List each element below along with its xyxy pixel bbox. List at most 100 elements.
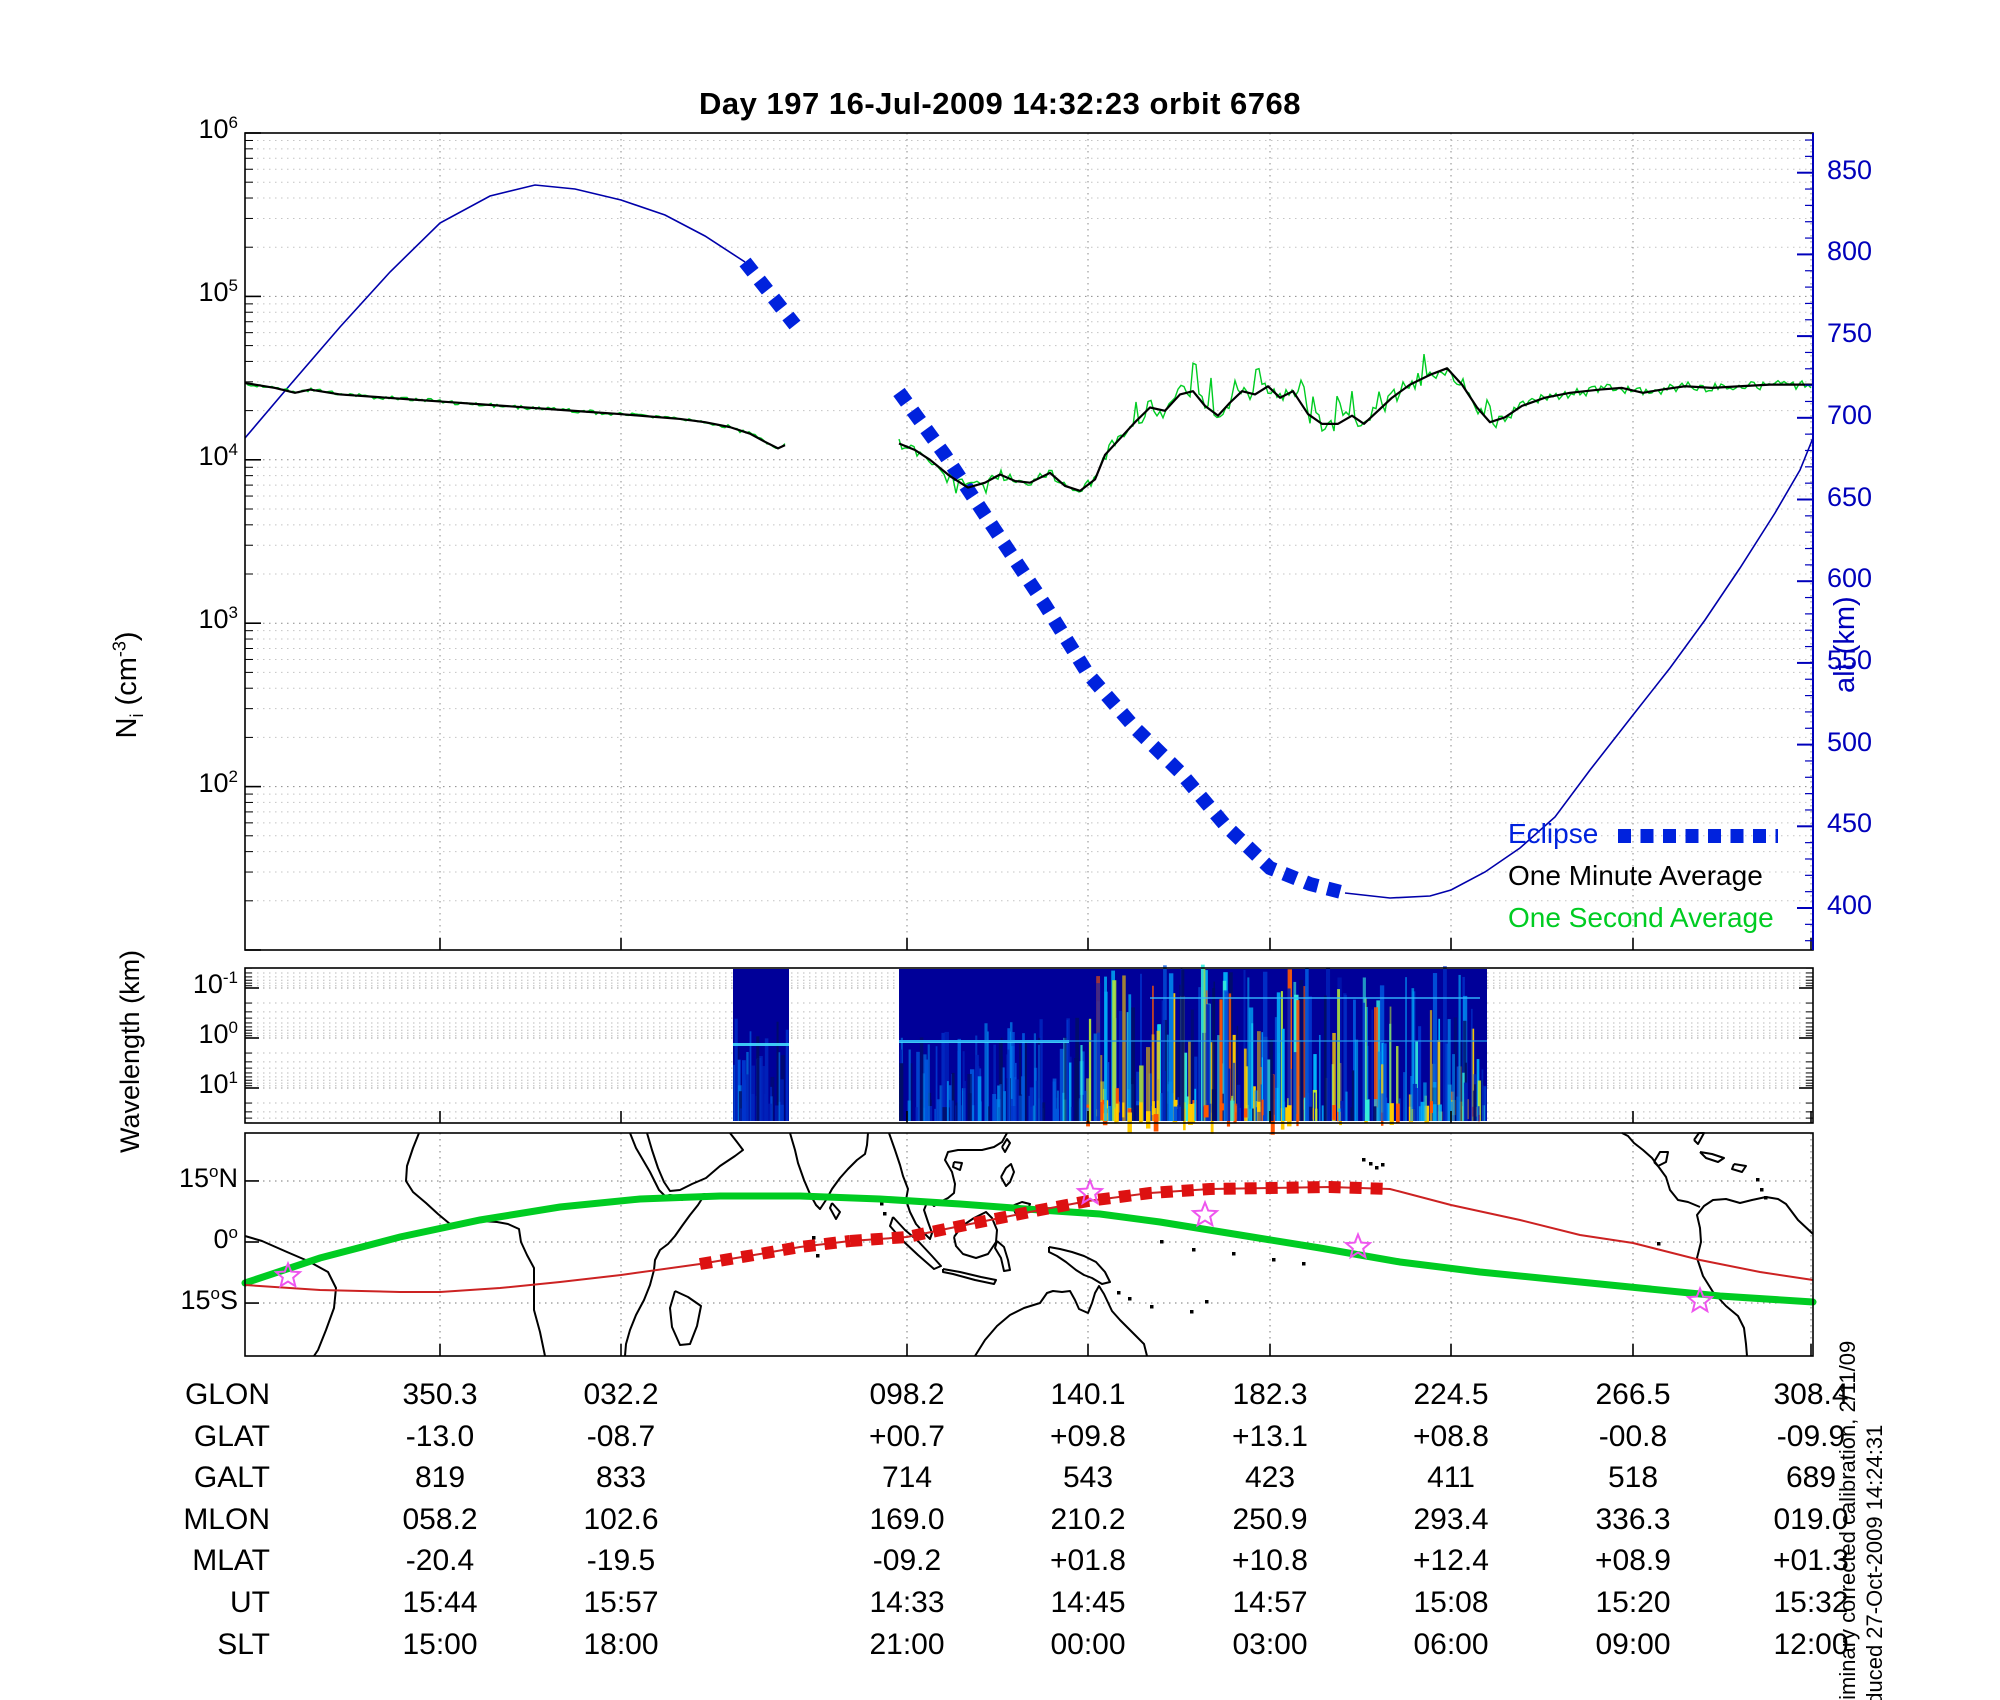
island-dot <box>1369 1162 1373 1166</box>
island-dot <box>812 1236 816 1240</box>
coastline <box>994 1240 1011 1272</box>
density-axis-label: Ni (cm-3) <box>109 631 147 739</box>
eclipse-dashes <box>739 257 801 330</box>
latitude-tick-label: 0o <box>213 1223 239 1254</box>
table-cell-mlon-2: 169.0 <box>869 1503 945 1536</box>
coastline <box>669 1290 702 1346</box>
altitude-tick-label: 850 <box>1827 154 1873 185</box>
legend-one-minute-average: One Minute Average <box>1508 860 1763 891</box>
side-annotation-line2: Produced 27-Oct-2009 14:24:31 <box>1862 1424 1887 1700</box>
table-cell-glat-0: -13.0 <box>405 1420 475 1453</box>
altitude-tick-label: 750 <box>1827 318 1873 349</box>
table-cell-ut-3: 14:45 <box>1050 1586 1126 1619</box>
table-cell-mlon-4: 250.9 <box>1232 1503 1308 1536</box>
table-cell-galt-2: 714 <box>881 1461 933 1494</box>
island-dot <box>1756 1178 1760 1182</box>
altitude-curve <box>1344 437 1814 899</box>
table-cell-slt-2: 21:00 <box>869 1628 945 1661</box>
table-cell-mlon-0: 058.2 <box>402 1503 478 1536</box>
altitude-tick-label: 500 <box>1827 726 1873 757</box>
coastline <box>952 1161 963 1171</box>
latitude-tick-label: 15oN <box>178 1161 238 1193</box>
table-cell-ut-5: 15:08 <box>1413 1586 1489 1619</box>
table-cell-mlat-6: +08.9 <box>1595 1544 1671 1577</box>
wavelength-tick-label: 10-1 <box>192 968 238 999</box>
island-dot <box>1362 1158 1366 1162</box>
altitude-tick-label: 650 <box>1827 481 1873 512</box>
spectrogram-frame <box>244 967 1814 1124</box>
table-cell-galt-1: 833 <box>595 1461 647 1494</box>
event-star-marker <box>1343 1231 1373 1260</box>
island-dot <box>1128 1297 1132 1301</box>
density-altitude-plot <box>244 184 1814 900</box>
altitude-tick-label: 700 <box>1827 399 1873 430</box>
coastline <box>1001 1138 1011 1153</box>
island-dot <box>1160 1240 1164 1244</box>
table-cell-ut-6: 15:20 <box>1595 1586 1671 1619</box>
ground-track-map <box>241 1132 1817 1357</box>
island-dot <box>1302 1262 1306 1266</box>
coastline <box>829 1202 841 1220</box>
table-row-label-glon: GLON <box>184 1378 270 1411</box>
table-cell-glat-2: +00.7 <box>869 1420 945 1453</box>
altitude-tick-label: 550 <box>1827 644 1873 675</box>
table-cell-glon-2: 098.2 <box>869 1378 945 1411</box>
table-cell-mlon-3: 210.2 <box>1050 1503 1126 1536</box>
table-cell-galt-4: 423 <box>1244 1461 1296 1494</box>
side-annotation-line1: Preliminary corrected calibration, 2/11/… <box>1835 1340 1860 1700</box>
island-dot <box>1192 1248 1196 1252</box>
table-cell-mlat-0: -20.4 <box>405 1544 475 1577</box>
coastline <box>646 1132 744 1192</box>
event-star-marker <box>1190 1199 1220 1228</box>
table-cell-galt-0: 819 <box>414 1461 466 1494</box>
table-cell-ut-7: 15:32 <box>1773 1586 1849 1619</box>
event-star-marker <box>1075 1177 1105 1206</box>
table-row-label-mlon: MLON <box>183 1503 270 1536</box>
island-dot <box>1760 1188 1764 1192</box>
table-cell-slt-4: 03:00 <box>1232 1628 1308 1661</box>
island-dot <box>883 1212 887 1216</box>
main-frame <box>244 132 1814 951</box>
one-minute-average-curve <box>244 381 786 450</box>
table-cell-glat-4: +13.1 <box>1232 1420 1308 1453</box>
table-cell-glat-1: -08.7 <box>586 1420 656 1453</box>
table-cell-mlon-5: 293.4 <box>1413 1503 1489 1536</box>
table-cell-glon-4: 182.3 <box>1232 1378 1308 1411</box>
table-cell-galt-7: 689 <box>1785 1461 1837 1494</box>
table-cell-mlon-1: 102.6 <box>583 1503 659 1536</box>
table-cell-ut-2: 14:33 <box>869 1586 945 1619</box>
legend-eclipse: Eclipse <box>1508 818 1599 849</box>
event-star-marker <box>273 1260 303 1289</box>
island-dot <box>1190 1310 1194 1314</box>
coastline <box>1653 1151 1669 1167</box>
table-cell-glat-3: +09.8 <box>1050 1420 1126 1453</box>
density-tick-label: 105 <box>198 276 238 308</box>
table-cell-slt-0: 15:00 <box>402 1628 478 1661</box>
event-star-marker <box>1685 1285 1715 1314</box>
table-cell-ut-1: 15:57 <box>583 1586 659 1619</box>
coastline <box>624 1132 706 1357</box>
table-cell-glon-7: 308.4 <box>1773 1378 1849 1411</box>
map-frame <box>244 1132 1814 1357</box>
table-cell-glon-0: 350.3 <box>402 1378 478 1411</box>
island-dot <box>1381 1163 1385 1167</box>
wavelength-axis-label: Wavelength (km) <box>115 949 145 1153</box>
coastline <box>244 1235 337 1357</box>
table-cell-glon-3: 140.1 <box>1050 1378 1126 1411</box>
island-dot <box>1375 1166 1379 1170</box>
table-cell-glat-6: -00.8 <box>1598 1420 1668 1453</box>
table-cell-mlat-3: +01.8 <box>1050 1544 1126 1577</box>
table-cell-glon-1: 032.2 <box>583 1378 659 1411</box>
table-cell-galt-3: 543 <box>1062 1461 1114 1494</box>
table-cell-mlon-6: 336.3 <box>1595 1503 1671 1536</box>
altitude-tick-label: 600 <box>1827 563 1873 594</box>
coastline <box>1621 1132 1701 1208</box>
coastline <box>1731 1163 1747 1173</box>
table-cell-slt-7: 12:00 <box>1773 1628 1849 1661</box>
table-cell-mlat-2: -09.2 <box>872 1544 942 1577</box>
table-cell-galt-6: 518 <box>1607 1461 1659 1494</box>
table-cell-mlat-4: +10.8 <box>1232 1544 1308 1577</box>
island-dot <box>1150 1305 1154 1309</box>
island-dot <box>1272 1258 1276 1262</box>
table-row-label-mlat: MLAT <box>192 1544 270 1577</box>
